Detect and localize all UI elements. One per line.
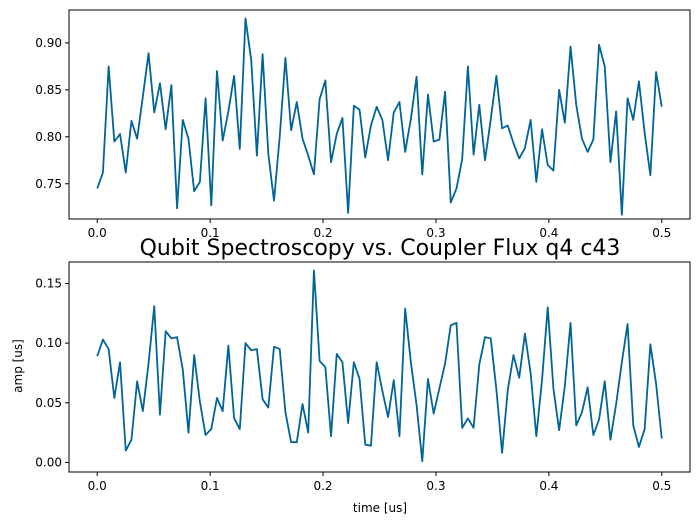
- bottom-x-tick-label: 0.1: [201, 479, 220, 493]
- chart-title: Qubit Spectroscopy vs. Coupler Flux q4 c…: [140, 236, 621, 261]
- top-x-tick-label: 0.0: [88, 226, 107, 240]
- top-x-tick-label: 0.5: [652, 226, 671, 240]
- bottom-y-tick-label: 0.05: [35, 396, 62, 410]
- top-y-tick-label: 0.75: [35, 177, 62, 191]
- bottom-series-line: [96, 269, 663, 463]
- bottom-y-tick-label: 0.15: [35, 276, 62, 290]
- bottom-x-tick-label: 0.3: [426, 479, 445, 493]
- bottom-y-tick-label: 0.00: [35, 455, 62, 469]
- bottom-x-tick-label: 0.5: [652, 479, 671, 493]
- top-axes-frame: [68, 9, 691, 220]
- top-y-tick-label: 0.85: [35, 83, 62, 97]
- top-subplot: 0.0 0.1 0.2 0.3 0.4 0.5 0.75 0.80 0.85 0.90: [35, 9, 691, 240]
- bottom-axes-frame: [68, 261, 691, 473]
- top-y-tick-label: 0.80: [35, 130, 62, 144]
- bottom-subplot: 0.0 0.1 0.2 0.3 0.4 0.5 0.00 0.05 0.10 0.15: [35, 261, 691, 493]
- top-x-tick-label: 0.3: [426, 226, 445, 240]
- top-series-line: [96, 17, 663, 216]
- top-y-tick-label: 0.90: [35, 36, 62, 50]
- y-axis-label: amp [us]: [11, 339, 25, 393]
- bottom-x-tick-label: 0.2: [313, 479, 332, 493]
- top-x-tick-label: 0.1: [201, 226, 220, 240]
- x-axis-label: time [us]: [353, 501, 407, 515]
- bottom-x-tick-label: 0.0: [88, 479, 107, 493]
- top-x-tick-label: 0.4: [539, 226, 558, 240]
- top-x-tick-label: 0.2: [313, 226, 332, 240]
- bottom-y-tick-label: 0.10: [35, 336, 62, 350]
- bottom-x-tick-label: 0.4: [539, 479, 558, 493]
